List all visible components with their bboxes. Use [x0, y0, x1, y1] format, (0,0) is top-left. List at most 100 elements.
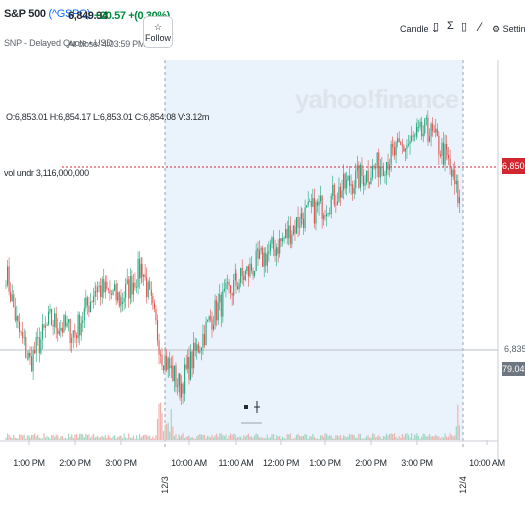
volume-bar	[387, 435, 389, 440]
candle-body	[432, 123, 434, 131]
settings-button[interactable]: ⚙ Settings	[492, 24, 525, 35]
candle-body	[222, 290, 224, 317]
candle-body	[403, 146, 405, 152]
volume-bar	[283, 437, 285, 440]
candle-body	[196, 344, 198, 351]
candle-body	[395, 142, 397, 156]
candle-body	[226, 282, 229, 284]
candle-body	[321, 195, 323, 219]
chart-type-dropdown[interactable]: Candle ⌄	[400, 24, 439, 35]
volume-bar	[454, 435, 456, 440]
candle-body	[416, 127, 418, 133]
candle-body	[262, 247, 264, 267]
index-name-text: S&P 500	[4, 8, 46, 20]
candle-body	[446, 149, 448, 155]
volume-bar	[91, 435, 93, 440]
candle-body	[394, 147, 396, 156]
x-tick-label: 1:00 PM	[309, 458, 341, 468]
volume-bar	[52, 434, 54, 440]
sigma-icon[interactable]: Σ	[447, 20, 454, 32]
volume-bar	[339, 435, 342, 440]
candle-body	[247, 266, 249, 277]
x-tick-label: 3:00 PM	[401, 458, 433, 468]
volume-bar	[279, 435, 281, 440]
x-tick-label: 3:00 PM	[105, 458, 137, 468]
volume-bar	[226, 438, 229, 440]
candle-body	[313, 198, 315, 224]
candle-body	[132, 282, 134, 295]
volume-bar	[335, 435, 337, 440]
volume-bar	[35, 436, 37, 440]
candle-body	[38, 337, 40, 354]
volume-bar	[276, 435, 278, 440]
candle-body	[392, 147, 394, 148]
candle-body	[176, 385, 179, 387]
volume-bar	[178, 434, 180, 440]
x-tick-label: 2:00 PM	[355, 458, 387, 468]
volume-bar	[233, 433, 235, 440]
candle-body	[101, 278, 103, 298]
compare-icon[interactable]: ▯	[461, 21, 468, 33]
volume-bar	[216, 433, 218, 440]
draw-pencil-icon[interactable]: ⁄	[479, 20, 482, 34]
candle-body	[34, 350, 36, 354]
volume-bar	[50, 435, 53, 440]
volume-bar	[390, 433, 392, 440]
volume-bar	[71, 434, 73, 440]
candle-body	[20, 331, 22, 333]
candle-body	[109, 289, 111, 294]
volume-bar	[175, 433, 177, 440]
volume-bar	[134, 438, 136, 440]
candle-body	[412, 135, 414, 137]
candle-body	[438, 135, 440, 155]
candle-body	[241, 267, 243, 276]
indicators-icon[interactable]: ▯	[433, 21, 440, 33]
candle-body	[104, 281, 106, 293]
volume-bar	[10, 437, 12, 440]
candle-body	[304, 207, 306, 228]
volume-bar	[123, 433, 125, 440]
volume-bar	[196, 436, 198, 440]
candle-body	[169, 358, 171, 369]
candle-body	[333, 184, 335, 205]
candle-body	[48, 311, 50, 325]
candle-body	[43, 324, 45, 328]
volume-bar	[188, 435, 190, 440]
candle-body	[95, 291, 97, 293]
volume-bar	[142, 435, 145, 440]
candle-body	[64, 315, 67, 327]
ticker-symbol[interactable]: (^GSPC)	[48, 8, 91, 20]
candle-body	[373, 165, 375, 168]
volume-bar	[280, 438, 282, 440]
candle-body	[233, 279, 235, 296]
volume-bar	[257, 435, 259, 440]
candle-body	[429, 136, 431, 142]
chevron-down-icon: ⌄	[431, 24, 439, 34]
candle-body	[110, 293, 113, 295]
volume-bar	[112, 436, 114, 440]
candle-body	[106, 281, 108, 289]
follow-button[interactable]: ☆ Follow	[143, 16, 173, 48]
volume-bar	[411, 433, 413, 440]
candle-body	[375, 167, 377, 169]
candle-body	[129, 276, 131, 299]
candle-body	[79, 314, 81, 336]
volume-bar	[48, 437, 50, 440]
volume-bar	[269, 437, 271, 440]
candle-body	[338, 186, 340, 202]
candle-body	[76, 335, 78, 339]
volume-bar	[265, 438, 267, 440]
volume-bar	[207, 435, 209, 440]
candle-body	[103, 278, 105, 293]
candle-body	[384, 174, 386, 176]
candle-body	[446, 144, 448, 150]
volume-bar	[458, 425, 460, 440]
volume-bar	[13, 434, 15, 440]
volume-bar	[255, 433, 257, 440]
candle-body	[16, 316, 18, 321]
candle-body	[63, 315, 65, 333]
volume-bar	[441, 437, 443, 440]
candle-body	[458, 197, 460, 204]
volume-bar	[304, 433, 306, 440]
